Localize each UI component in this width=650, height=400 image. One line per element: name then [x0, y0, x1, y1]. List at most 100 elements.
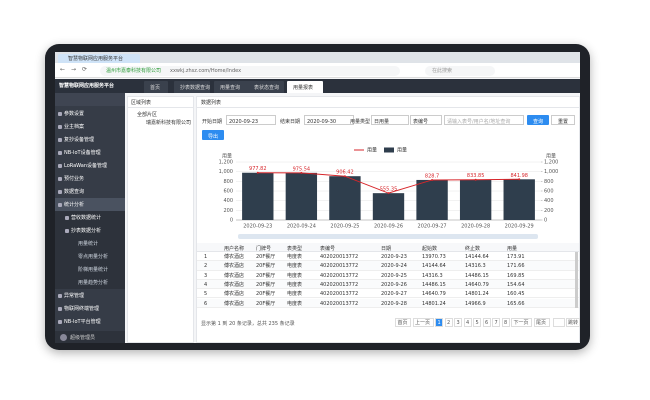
app-tab-label[interactable]: 抄表数据查询	[180, 84, 211, 91]
page-label[interactable]: 尾页	[536, 320, 547, 326]
nav-icon[interactable]: ←	[60, 66, 66, 73]
nav-icon[interactable]: →	[71, 66, 77, 73]
menu-label[interactable]: 数据查询	[64, 188, 85, 195]
menu-item[interactable]	[55, 237, 125, 250]
y-tick-label: 1,200	[219, 160, 233, 166]
page-button[interactable]	[395, 318, 411, 327]
menu-label[interactable]: 抄表数据分析	[71, 227, 102, 234]
tree-child[interactable]: 瑞嘉新科技有限公司	[146, 120, 192, 126]
tree-root[interactable]: 全部片区	[137, 112, 158, 118]
select[interactable]	[371, 115, 409, 125]
page-button[interactable]	[501, 318, 510, 327]
page-button[interactable]	[454, 318, 462, 327]
menu-item[interactable]	[55, 198, 125, 211]
page-button[interactable]	[482, 318, 491, 327]
value-label: 833.85	[467, 173, 485, 179]
page-button[interactable]	[492, 318, 500, 327]
menu-label[interactable]: 用量趋势分析	[78, 279, 109, 286]
menu-label[interactable]: 业主档案	[64, 123, 85, 130]
page-label[interactable]: 5	[475, 320, 479, 326]
export-button[interactable]	[202, 130, 224, 140]
x-tick-label: 2020-09-26	[374, 224, 403, 230]
page-label[interactable]: 上一页	[415, 320, 431, 326]
menu-label[interactable]: 异常管理	[64, 292, 85, 299]
x-tick-label: 2020-09-27	[418, 224, 447, 230]
menu-label[interactable]: 复抄设备管理	[64, 136, 95, 143]
table-cell: 2	[204, 263, 208, 270]
app-tab-label[interactable]: 用量查询	[220, 84, 241, 91]
url-field[interactable]	[100, 65, 400, 76]
app-tab[interactable]	[214, 81, 250, 93]
menu-item[interactable]	[55, 211, 125, 224]
page-button[interactable]	[435, 318, 443, 327]
table-cell: 电度表	[287, 254, 303, 260]
menu-label[interactable]: 物联网终端管理	[64, 305, 100, 312]
filter-label: 结束日期	[280, 119, 301, 125]
page-label[interactable]: 3	[456, 320, 460, 326]
browser-tab[interactable]	[58, 54, 140, 63]
page-button[interactable]	[444, 318, 453, 327]
menu-label[interactable]: 营收数据统计	[71, 214, 102, 221]
jump-button[interactable]	[566, 318, 580, 327]
table-cell: 傅农酒店	[224, 281, 245, 288]
search-button[interactable]	[527, 115, 549, 125]
app-tab[interactable]	[248, 81, 284, 93]
menu-label[interactable]: LoRaWan设备管理	[64, 162, 108, 169]
page-button[interactable]	[533, 318, 550, 327]
export-label[interactable]: 导出	[208, 134, 219, 140]
page-label[interactable]: 6	[485, 320, 489, 326]
page-label[interactable]: 2	[447, 320, 451, 326]
menu-item[interactable]	[55, 263, 125, 276]
menu-label[interactable]: NB-IoT平台管理	[64, 318, 101, 325]
menu-label[interactable]: 统计分析	[64, 201, 85, 208]
nav-icon[interactable]: ⟳	[82, 66, 88, 73]
menu-label[interactable]: 零点用量分析	[78, 253, 109, 260]
jump-label[interactable]: 跳转	[568, 320, 579, 326]
page-label[interactable]: 首页	[397, 320, 408, 326]
menu-label[interactable]: 阶梯用量统计	[78, 266, 109, 273]
menu-item[interactable]	[55, 250, 125, 263]
line-point	[474, 178, 477, 181]
page-label[interactable]: 下一页	[513, 320, 529, 326]
table-row	[197, 298, 579, 308]
menu-item[interactable]	[55, 224, 125, 237]
app-tab-label[interactable]: 首页	[150, 84, 161, 91]
date-input[interactable]	[226, 115, 276, 125]
page-button[interactable]	[412, 318, 434, 327]
search-label[interactable]: 查询	[533, 119, 544, 125]
page-button[interactable]	[473, 318, 481, 327]
zoom-slider[interactable]	[238, 234, 538, 239]
menu-label[interactable]: 预付业务	[64, 175, 85, 182]
page-button[interactable]	[511, 318, 532, 327]
app-tab-label[interactable]: 表状态查询	[254, 84, 280, 91]
keyword-input[interactable]	[444, 115, 524, 125]
table-cell: 傅农酒店	[224, 300, 245, 307]
page-label[interactable]: 8	[504, 320, 508, 326]
menu-item[interactable]	[55, 276, 125, 289]
y-tick-label: 800	[223, 179, 233, 185]
menu-label[interactable]: 用量统计	[78, 240, 99, 247]
menu-label[interactable]: 参数设置	[64, 110, 85, 117]
date-input[interactable]	[304, 115, 354, 125]
avatar	[60, 333, 67, 341]
app-tab[interactable]	[144, 81, 168, 93]
page-label[interactable]: 1	[437, 320, 441, 326]
app-title: 智慧物联网应用服务平台	[59, 83, 115, 89]
page-label[interactable]: 4	[466, 320, 470, 326]
reset-button[interactable]	[551, 115, 575, 125]
page-label[interactable]: 7	[494, 320, 498, 326]
column-header: 门牌号	[256, 245, 272, 252]
tab-title[interactable]: 智慧物联网应用服务平台	[68, 55, 124, 62]
jump-input[interactable]	[553, 318, 565, 327]
reset-label[interactable]: 重置	[558, 119, 569, 125]
menu-label[interactable]: NB-IoT设备管理	[64, 149, 101, 156]
select[interactable]	[410, 115, 442, 125]
app-tab[interactable]	[174, 81, 210, 93]
app-tab[interactable]	[287, 81, 323, 93]
table-cell: 电度表	[287, 263, 303, 270]
app-tab-label[interactable]: 用量报表	[293, 84, 314, 91]
search-field[interactable]	[425, 65, 495, 76]
page-button[interactable]	[463, 318, 472, 327]
x-tick-label: 2020-09-25	[330, 224, 359, 230]
